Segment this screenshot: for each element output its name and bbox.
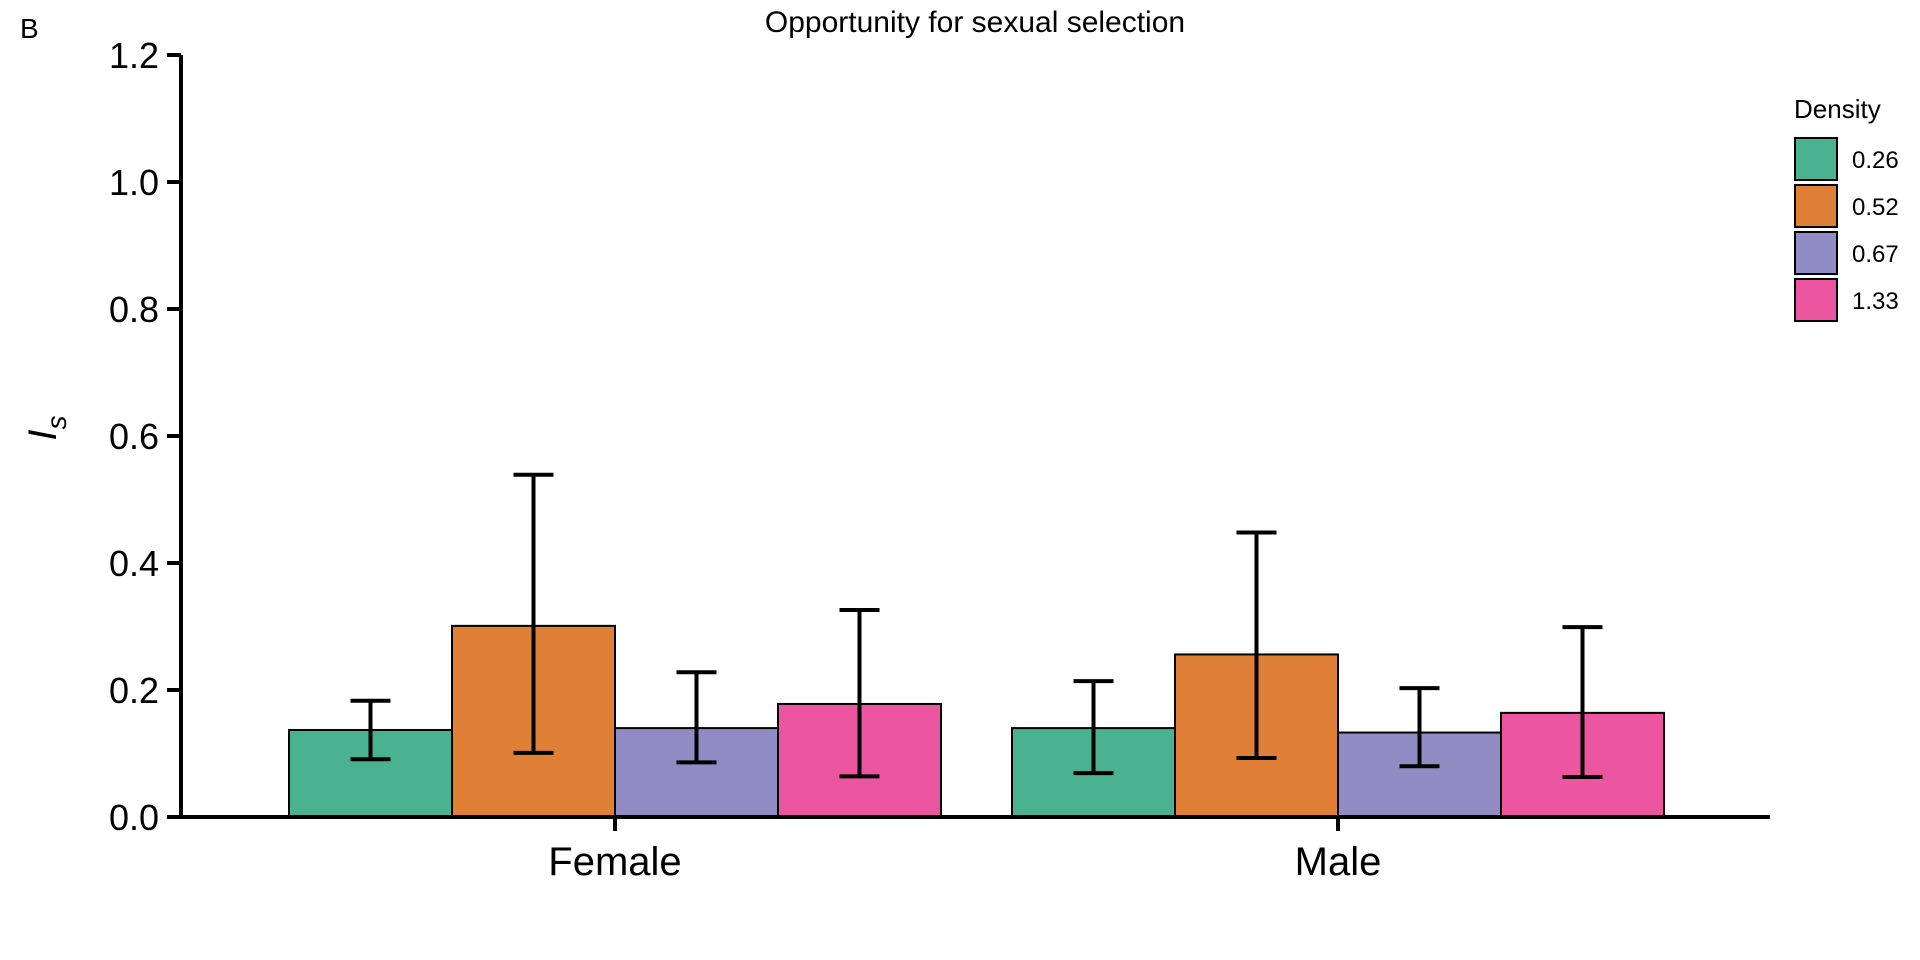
y-axis-label-subscript: s xyxy=(41,415,72,429)
x-axis-ticks: Female Male xyxy=(548,817,1381,884)
y-axis-label-main: I xyxy=(21,429,65,440)
y-tick-label: 0.2 xyxy=(109,670,159,711)
legend-title: Density xyxy=(1794,94,1881,124)
legend-swatch xyxy=(1794,184,1838,228)
chart-title: Opportunity for sexual selection xyxy=(765,6,1185,39)
legend-label: 0.67 xyxy=(1852,241,1899,268)
panel-label: B xyxy=(20,13,39,44)
svg-text:Is: Is xyxy=(21,415,72,440)
y-tick-label: 0.4 xyxy=(109,543,159,584)
bars xyxy=(288,624,1665,819)
y-axis-ticks: 0.0 0.2 0.4 0.6 0.8 1.0 1.2 xyxy=(109,35,181,838)
y-tick-label: 1.0 xyxy=(109,162,159,203)
legend-label: 0.52 xyxy=(1852,194,1899,221)
error-bars xyxy=(350,472,1603,779)
legend-swatch xyxy=(1794,137,1838,181)
y-tick-label: 0.8 xyxy=(109,289,159,330)
legend-label: 0.26 xyxy=(1852,147,1899,174)
legend: Density 0.26 0.52 0.67 1.33 xyxy=(1794,94,1899,322)
y-tick-label: 0.6 xyxy=(109,416,159,457)
legend-label: 1.33 xyxy=(1852,288,1899,315)
x-tick-label: Female xyxy=(548,840,681,884)
axes xyxy=(179,55,1770,819)
y-tick-label: 1.2 xyxy=(109,35,159,76)
legend-swatch xyxy=(1794,278,1838,322)
y-tick-label: 0.0 xyxy=(109,797,159,838)
x-tick-label: Male xyxy=(1295,840,1382,884)
legend-swatch xyxy=(1794,231,1838,275)
y-axis-label: Is xyxy=(21,415,72,440)
